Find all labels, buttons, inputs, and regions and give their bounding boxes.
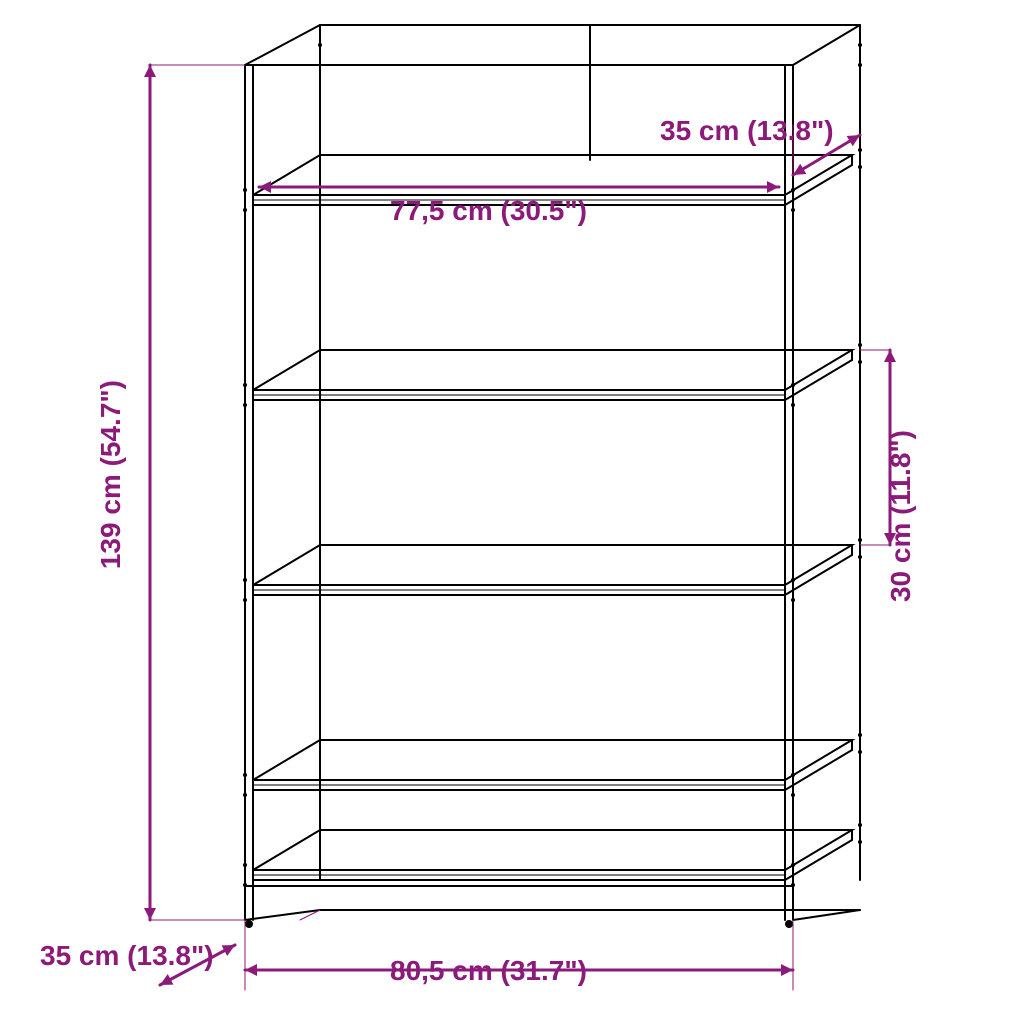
dim-bottom-depth: 35 cm (13.8") [40, 940, 214, 972]
dim-top-depth: 35 cm (13.8") [660, 115, 834, 147]
dim-shelf-gap: 30 cm (11.8") [885, 430, 917, 602]
dim-width: 80,5 cm (31.7") [390, 955, 587, 987]
dim-height: 139 cm (54.7") [95, 380, 127, 569]
dim-inner-width: 77,5 cm (30.5") [390, 195, 587, 227]
